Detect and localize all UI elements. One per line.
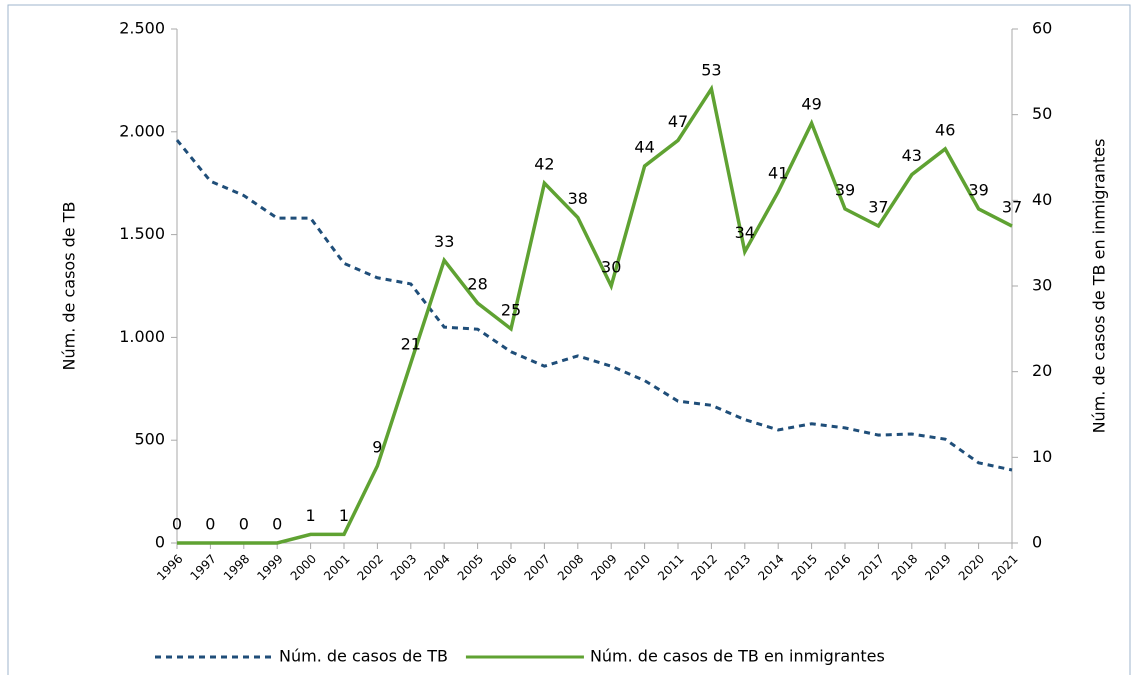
data-label: 0 bbox=[205, 515, 215, 534]
x-tick-label: 2006 bbox=[488, 552, 519, 583]
legend-label: Núm. de casos de TB en inmigrantes bbox=[590, 647, 885, 666]
y2-tick-label: 10 bbox=[1032, 447, 1052, 466]
x-tick-label: 2007 bbox=[521, 552, 552, 583]
y2-tick-label: 60 bbox=[1032, 19, 1052, 38]
data-label: 0 bbox=[272, 515, 282, 534]
data-label: 46 bbox=[935, 120, 955, 139]
x-tick-label: 2009 bbox=[588, 552, 619, 583]
data-label: 33 bbox=[434, 232, 454, 251]
data-label: 1 bbox=[306, 506, 316, 525]
data-label: 34 bbox=[735, 223, 755, 242]
data-label: 49 bbox=[801, 95, 821, 114]
y-tick-label: 2.500 bbox=[119, 19, 165, 38]
x-tick-label: 2014 bbox=[755, 552, 786, 583]
series-line bbox=[175, 139, 1013, 472]
x-tick-label: 2008 bbox=[555, 552, 586, 583]
data-label: 53 bbox=[701, 60, 721, 79]
data-label: 28 bbox=[467, 275, 487, 294]
data-label: 39 bbox=[835, 180, 855, 199]
data-label: 37 bbox=[1002, 198, 1022, 217]
x-tick-label: 2015 bbox=[789, 552, 820, 583]
x-tick-label: 2005 bbox=[455, 552, 486, 583]
x-tick-label: 2004 bbox=[421, 552, 452, 583]
y2-tick-label: 30 bbox=[1032, 276, 1052, 295]
data-label: 25 bbox=[501, 300, 521, 319]
y2-tick-label: 50 bbox=[1032, 104, 1052, 123]
x-tick-label: 1999 bbox=[254, 552, 285, 583]
y-axis-title: Núm. de casos de TB bbox=[60, 202, 79, 371]
data-label: 30 bbox=[601, 258, 621, 277]
data-label: 21 bbox=[401, 335, 421, 354]
data-label: 0 bbox=[172, 515, 182, 534]
y2-axis-title: Núm. de casos de TB en inmigrantes bbox=[1090, 139, 1109, 434]
data-label: 44 bbox=[634, 138, 654, 157]
data-label: 42 bbox=[534, 155, 554, 174]
data-label: 43 bbox=[902, 146, 922, 165]
x-tick-label: 1996 bbox=[154, 552, 185, 583]
y-tick-label: 2.000 bbox=[119, 121, 165, 140]
data-label: 47 bbox=[668, 112, 688, 131]
x-tick-label: 2000 bbox=[288, 552, 319, 583]
x-tick-label: 2011 bbox=[655, 552, 686, 583]
y-tick-label: 1.000 bbox=[119, 327, 165, 346]
y-tick-label: 0 bbox=[155, 533, 165, 552]
x-tick-label: 1998 bbox=[221, 552, 252, 583]
data-label: 39 bbox=[968, 180, 988, 199]
x-tick-label: 1997 bbox=[187, 552, 218, 583]
y2-tick-label: 20 bbox=[1032, 361, 1052, 380]
data-label: 41 bbox=[768, 163, 788, 182]
y-tick-label: 500 bbox=[134, 430, 165, 449]
x-tick-label: 2013 bbox=[722, 552, 753, 583]
x-tick-label: 2018 bbox=[889, 552, 920, 583]
y-tick-label: 1.500 bbox=[119, 224, 165, 243]
x-tick-label: 2010 bbox=[622, 552, 653, 583]
x-tick-label: 2016 bbox=[822, 552, 853, 583]
x-tick-label: 2003 bbox=[388, 552, 419, 583]
data-label: 38 bbox=[568, 189, 588, 208]
x-tick-label: 2020 bbox=[956, 552, 987, 583]
x-tick-label: 2019 bbox=[922, 552, 953, 583]
series-line bbox=[177, 84, 1013, 545]
x-tick-label: 2002 bbox=[354, 552, 385, 583]
data-label: 0 bbox=[239, 515, 249, 534]
x-tick-label: 2012 bbox=[688, 552, 719, 583]
legend-label: Núm. de casos de TB bbox=[279, 647, 448, 666]
data-label: 1 bbox=[339, 506, 349, 525]
y2-tick-label: 40 bbox=[1032, 190, 1052, 209]
data-label: 9 bbox=[372, 437, 382, 456]
x-tick-label: 2021 bbox=[989, 552, 1020, 583]
x-tick-label: 2001 bbox=[321, 552, 352, 583]
data-label: 37 bbox=[868, 198, 888, 217]
frame bbox=[7, 4, 1131, 675]
y2-tick-label: 0 bbox=[1032, 533, 1042, 552]
x-tick-label: 2017 bbox=[855, 552, 886, 583]
